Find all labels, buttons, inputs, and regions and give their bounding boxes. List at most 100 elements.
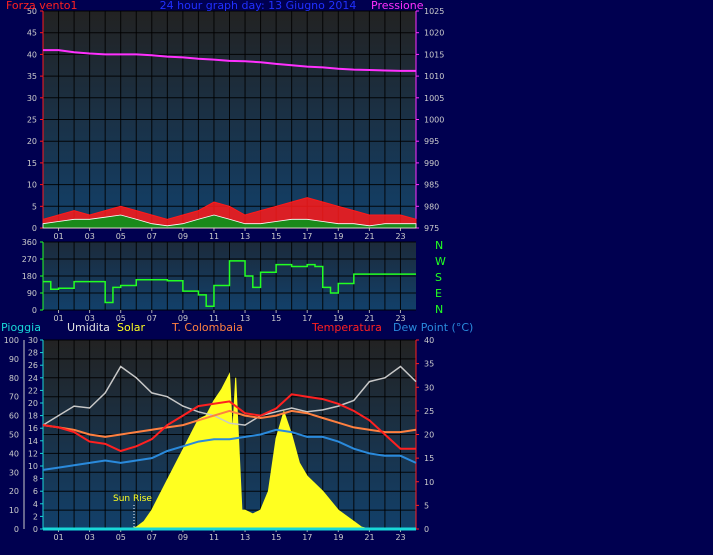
temp-y-tick-label: 35 [424, 360, 434, 369]
x-tick-label: 05 [116, 533, 126, 542]
x-tick-label: 05 [116, 314, 126, 323]
rain-y-tick-label: 14 [28, 437, 38, 446]
x-tick-label: 21 [364, 314, 374, 323]
x-tick-label: 23 [395, 232, 405, 241]
rain-y-tick-label: 18 [28, 412, 38, 421]
wind-y-tick-label: 30 [27, 94, 37, 103]
series-solar [43, 372, 416, 530]
pressure-y-tick-label: 1005 [424, 94, 444, 103]
temp-y-tick-label: 20 [424, 431, 434, 440]
temp-y-tick-label: 0 [424, 525, 429, 534]
x-tick-label: 19 [333, 232, 343, 241]
legend-temperature: Temperatura [311, 321, 382, 334]
direction-y-tick-label: 270 [22, 255, 37, 264]
x-tick-label: 17 [302, 314, 312, 323]
humidity-y-tick-label: 90 [9, 355, 19, 364]
x-tick-label: 13 [240, 314, 250, 323]
rain-y-tick-label: 20 [28, 399, 38, 408]
x-tick-label: 13 [240, 533, 250, 542]
rain-y-tick-label: 12 [28, 449, 38, 458]
pressure-y-tick-label: 1000 [424, 116, 444, 125]
x-tick-label: 03 [85, 314, 95, 323]
pressure-y-tick-label: 975 [424, 224, 439, 233]
pressure-y-tick-label: 1010 [424, 72, 444, 81]
chart-title: 24 hour graph day: 13 Giugno 2014 [160, 0, 357, 12]
temp-y-tick-label: 5 [424, 501, 429, 510]
humidity-y-tick-label: 60 [9, 412, 19, 421]
rain-y-tick-label: 26 [28, 361, 38, 370]
humidity-y-tick-label: 80 [9, 374, 19, 383]
compass-labels: N W S E N [435, 239, 446, 316]
series-humidity [42, 365, 417, 426]
legend-humidity: Umidita [67, 321, 110, 334]
x-tick-label: 19 [333, 314, 343, 323]
x-tick-label: 23 [395, 533, 405, 542]
compass-n-bottom: N [435, 303, 443, 316]
wind-y-tick-label: 20 [27, 137, 37, 146]
x-tick-label: 11 [209, 314, 219, 323]
direction-y-tick-label: 180 [22, 272, 37, 281]
humidity-y-tick-label: 40 [9, 449, 19, 458]
series-wind-green [42, 214, 417, 229]
pressure-y-tick-label: 990 [424, 159, 439, 168]
legend-tcolombaia: T. Colombaia [171, 321, 243, 334]
x-tick-label: 21 [364, 533, 374, 542]
humidity-y-tick-label: 20 [9, 487, 19, 496]
sunrise-label: Sun Rise [113, 494, 152, 504]
wind-y-tick-label: 50 [27, 7, 37, 16]
rain-y-tick-label: 28 [28, 349, 38, 358]
legend-rain: Pioggia [1, 321, 41, 334]
temp-y-tick-label: 15 [424, 454, 434, 463]
x-tick-label: 03 [85, 533, 95, 542]
rain-y-tick-label: 10 [28, 462, 38, 471]
x-tick-label: 01 [54, 232, 64, 241]
x-tick-label: 11 [209, 232, 219, 241]
series-wind-direction [43, 260, 416, 307]
x-tick-label: 01 [54, 533, 64, 542]
pressure-y-tick-label: 1015 [424, 50, 444, 59]
humidity-y-tick-label: 50 [9, 431, 19, 440]
wind-y-tick-label: 45 [27, 29, 37, 38]
legend-dewpoint: Dew Point (°C) [393, 321, 473, 334]
legend-solar: Solar [117, 321, 146, 334]
temp-y-tick-label: 30 [424, 383, 434, 392]
series-dewpoint [42, 428, 417, 471]
humidity-y-tick-label: 0 [14, 525, 19, 534]
x-tick-label: 23 [395, 314, 405, 323]
rain-y-tick-label: 22 [28, 386, 38, 395]
x-tick-label: 05 [116, 232, 126, 241]
x-tick-label: 13 [240, 232, 250, 241]
pressure-axis-title: Pressione [371, 0, 424, 12]
x-tick-label: 03 [85, 232, 95, 241]
pressure-y-tick-label: 980 [424, 202, 439, 211]
rain-y-tick-label: 6 [33, 487, 38, 496]
wind-y-tick-label: 25 [27, 116, 37, 125]
pressure-y-tick-label: 1020 [424, 29, 444, 38]
x-tick-label: 15 [271, 533, 281, 542]
wind-y-tick-label: 10 [27, 181, 37, 190]
compass-e: E [435, 287, 442, 300]
wind-y-tick-label: 35 [27, 72, 37, 81]
temp-y-tick-label: 10 [424, 478, 434, 487]
wind-y-tick-label: 15 [27, 159, 37, 168]
rain-y-tick-label: 4 [33, 500, 38, 509]
x-tick-label: 11 [209, 533, 219, 542]
x-tick-label: 09 [178, 314, 188, 323]
x-tick-label: 15 [271, 232, 281, 241]
direction-y-tick-label: 0 [32, 306, 37, 315]
humidity-y-tick-label: 100 [4, 336, 19, 345]
x-tick-label: 09 [178, 232, 188, 241]
series-temperature [42, 393, 416, 453]
compass-s: S [435, 271, 442, 284]
pressure-y-tick-label: 995 [424, 137, 439, 146]
x-tick-label: 15 [271, 314, 281, 323]
x-tick-label: 09 [178, 533, 188, 542]
x-tick-label: 01 [54, 314, 64, 323]
pressure-y-tick-label: 1025 [424, 7, 444, 16]
rain-y-tick-label: 30 [28, 336, 38, 345]
temp-y-tick-label: 25 [424, 407, 434, 416]
x-tick-label: 07 [147, 314, 157, 323]
compass-w: W [435, 255, 446, 268]
